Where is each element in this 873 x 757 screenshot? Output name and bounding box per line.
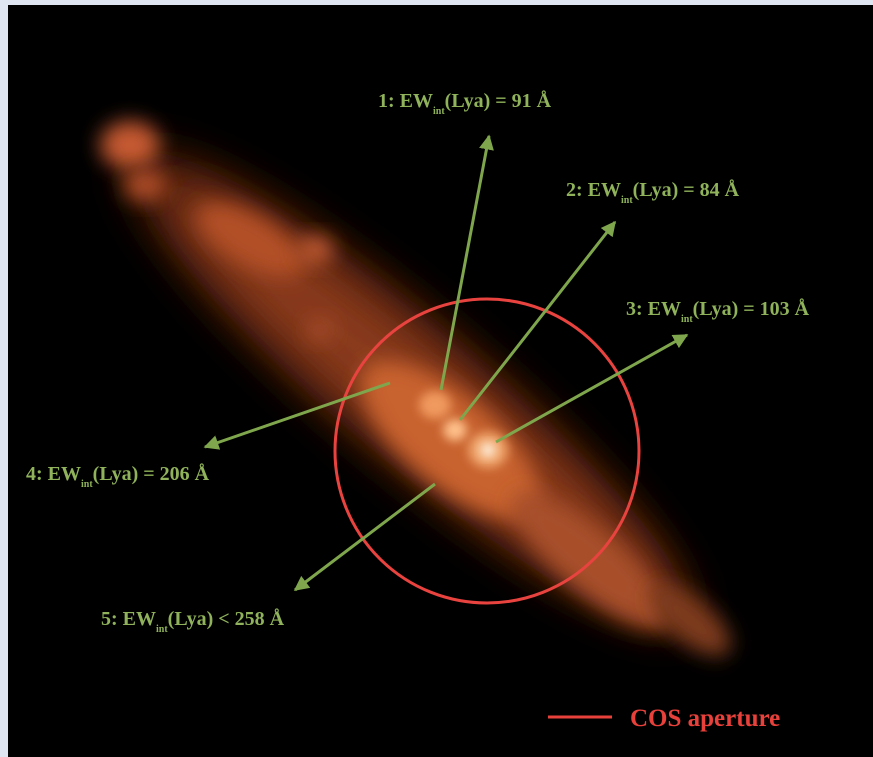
legend-label: COS aperture <box>630 705 780 732</box>
label-subscript: int <box>621 195 633 206</box>
label-text: 4: EW <box>26 463 81 485</box>
label-text: 1: EW <box>378 90 433 112</box>
label-text: (Lya) = 206 Å <box>93 462 210 485</box>
label-text: 3: EW <box>626 298 681 320</box>
label-text: (Lya) = 103 Å <box>693 297 810 320</box>
label-text: 2: EW <box>566 179 621 201</box>
label-text: (Lya) < 258 Å <box>168 607 285 630</box>
label-subscript: int <box>81 479 93 490</box>
label-subscript: int <box>433 106 445 117</box>
page: 1: EWint(Lya) = 91 Å 2: EWint(Lya) = 84 … <box>0 0 873 757</box>
label-text: (Lya) = 84 Å <box>633 178 740 201</box>
image: 1: EWint(Lya) = 91 Å 2: EWint(Lya) = 84 … <box>0 0 873 757</box>
label-subscript: int <box>681 314 693 325</box>
label-text: 5: EW <box>101 608 156 630</box>
label-subscript: int <box>156 624 168 635</box>
label-text: (Lya) = 91 Å <box>445 89 552 112</box>
